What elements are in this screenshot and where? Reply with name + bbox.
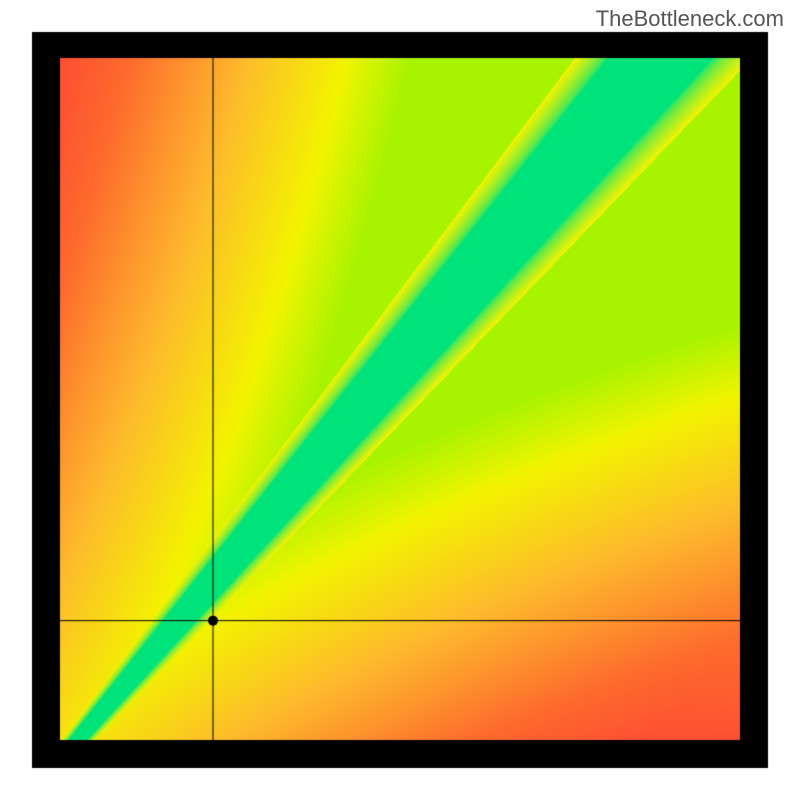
watermark-label: TheBottleneck.com xyxy=(596,6,784,32)
heatmap-canvas xyxy=(0,0,800,800)
chart-container: TheBottleneck.com xyxy=(0,0,800,800)
